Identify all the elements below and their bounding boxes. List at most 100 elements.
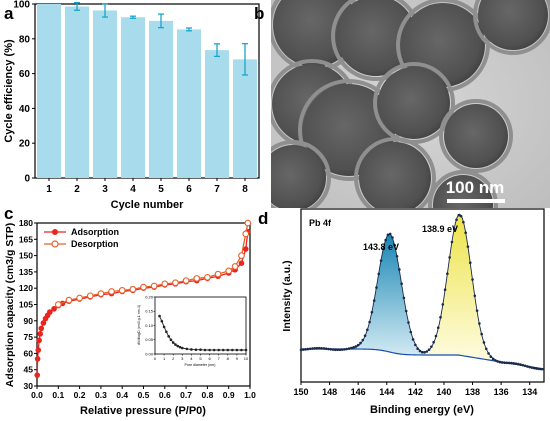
- x-tick-label: 136: [494, 387, 509, 397]
- panel-d-label: Pb 4f: [309, 218, 332, 228]
- inset-point: [181, 346, 184, 350]
- data-point: [480, 332, 483, 336]
- data-point: [439, 315, 442, 319]
- data-point: [368, 320, 371, 324]
- panel-d-ticks: [300, 382, 531, 385]
- data-point: [382, 247, 385, 251]
- data-point: [327, 347, 330, 351]
- peak-label-1: 143.8 eV: [363, 242, 399, 252]
- panel-b-tem-image: b 100 nm: [254, 0, 550, 208]
- data-point: [530, 366, 534, 369]
- data-point: [450, 240, 454, 244]
- y-tick-label: 40: [19, 104, 31, 115]
- data-point: [363, 334, 367, 338]
- x-tick-label: 6: [186, 184, 192, 195]
- inset-x-axis-label: Pore diameter (nm): [185, 363, 216, 367]
- x-tick-label: 1.0: [244, 390, 256, 400]
- desorption-point: [150, 282, 158, 290]
- x-tick-label: 7: [214, 184, 220, 195]
- x-tick-label: 142: [408, 387, 423, 397]
- data-point: [462, 220, 465, 224]
- data-point: [329, 348, 333, 351]
- inset-point: [226, 348, 230, 352]
- panel-a-y-axis-label: Cycle efficiency (%): [3, 39, 15, 143]
- data-point: [322, 347, 326, 350]
- inset-point: [231, 348, 234, 352]
- y-tick-label: 165: [19, 234, 33, 244]
- data-point: [304, 348, 307, 351]
- inset-point: [235, 348, 239, 352]
- desorption-point: [140, 283, 147, 291]
- y-tick-label: 120: [19, 283, 33, 293]
- data-point: [411, 338, 415, 341]
- panel-c-series: [34, 219, 252, 378]
- data-point: [416, 347, 419, 351]
- adsorption-point: [35, 347, 42, 353]
- data-point: [498, 360, 502, 364]
- legend-adsorption-marker: [52, 229, 58, 235]
- y-tick-label: 30: [24, 381, 34, 391]
- inset-x-tick-label: 0: [154, 356, 157, 361]
- x-tick-label: 138: [465, 387, 480, 397]
- data-point: [487, 352, 490, 355]
- inset-point: [194, 348, 198, 352]
- inset-x-tick-label: 10: [244, 356, 249, 361]
- bar: [176, 29, 202, 179]
- x-tick-label: 144: [379, 387, 394, 397]
- data-point: [301, 348, 305, 351]
- panel-a-bars: [36, 4, 258, 179]
- data-point: [308, 347, 312, 351]
- data-point: [400, 282, 403, 286]
- data-point: [523, 364, 527, 368]
- data-point: [336, 348, 339, 352]
- data-point: [521, 363, 525, 367]
- data-point: [313, 347, 317, 350]
- x-tick-label: 0.9: [223, 390, 235, 400]
- inset-y-tick-label: 0.15: [145, 309, 154, 314]
- x-tick-label: 0.5: [138, 390, 150, 400]
- inset-x-tick-label: 4: [190, 356, 193, 361]
- data-point: [473, 294, 477, 298]
- data-point: [482, 341, 486, 344]
- x-tick-label: 2: [74, 184, 80, 195]
- data-point: [343, 348, 346, 351]
- desorption-point: [76, 294, 83, 302]
- data-point: [464, 231, 467, 234]
- adsorption-point: [51, 306, 57, 312]
- adsorption-point: [46, 309, 53, 315]
- data-point: [489, 355, 493, 359]
- inset-point: [203, 348, 207, 352]
- data-point: [532, 366, 536, 370]
- data-point: [386, 233, 390, 237]
- data-point: [352, 346, 355, 349]
- desorption-point: [172, 279, 179, 287]
- inset-x-tick-label: 2: [172, 356, 175, 361]
- x-tick-label: 0.7: [180, 390, 192, 400]
- adsorption-point: [36, 337, 42, 344]
- nanoparticle: [271, 145, 326, 208]
- inset-series: [158, 314, 248, 352]
- adsorption-point: [38, 325, 45, 332]
- data-point: [466, 245, 470, 248]
- y-tick-label: 105: [19, 300, 33, 310]
- data-point: [372, 299, 376, 302]
- data-point: [359, 341, 362, 345]
- data-point: [491, 357, 495, 361]
- panel-c-inset-chart: 0.00 0.05 0.10 0.15 0.20 0 1 2 3 4 5 6 7 8 9 10 Pore di…: [137, 294, 249, 367]
- y-tick-label: 150: [19, 251, 33, 261]
- envelope-line: [301, 213, 545, 370]
- data-point: [306, 347, 310, 351]
- data-point: [471, 278, 474, 281]
- panel-d-x-tick-labels: 150 148 146 144 142 140 138 136 134: [293, 387, 537, 397]
- panel-d-xps-chart: d 150 148 146 144 142 140 138 136 134 Pb 4f 143.…: [258, 208, 545, 416]
- bar: [232, 59, 258, 178]
- x-tick-label: 0.8: [201, 390, 213, 400]
- panel-d-y-axis-label: Intensity (a.u.): [281, 260, 293, 331]
- data-point: [409, 330, 413, 334]
- data-point: [311, 347, 314, 350]
- x-tick-label: 0.1: [52, 390, 64, 400]
- desorption-point: [97, 290, 105, 297]
- data-point: [384, 238, 387, 242]
- data-point: [494, 359, 497, 362]
